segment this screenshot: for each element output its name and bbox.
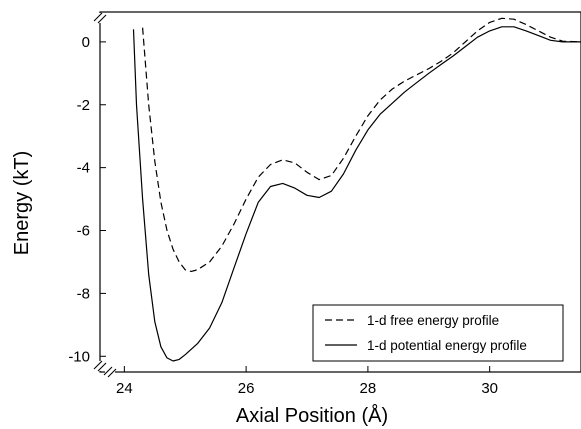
y-tick-label: -4 bbox=[77, 160, 90, 177]
axis-break-gap bbox=[105, 367, 115, 377]
legend: 1-d free energy profile 1-d potential en… bbox=[312, 304, 564, 362]
axis-break-mark bbox=[93, 12, 103, 22]
axis-break-mark bbox=[107, 368, 117, 378]
y-tick-label: -2 bbox=[77, 97, 90, 114]
axis-break-gap bbox=[95, 361, 105, 371]
x-tick-label: 24 bbox=[116, 380, 133, 397]
axis-break-mark bbox=[103, 366, 113, 376]
axis-break-mark bbox=[93, 360, 103, 370]
axis-break-gap bbox=[95, 13, 105, 23]
x-tick-label: 26 bbox=[238, 380, 255, 397]
y-tick-label: -10 bbox=[68, 348, 90, 365]
plot-area-border bbox=[99, 11, 581, 373]
x-tick-label: 28 bbox=[360, 380, 377, 397]
legend-label-potential-energy: 1-d potential energy profile bbox=[367, 338, 527, 353]
potential-energy-line bbox=[132, 26, 581, 362]
y-tick-label: 0 bbox=[82, 34, 90, 51]
plot-frame bbox=[99, 11, 581, 373]
x-axis-label: Axial Position (Å) bbox=[236, 404, 388, 427]
axis-break-mark bbox=[97, 14, 107, 24]
axis-breaks bbox=[93, 12, 117, 378]
ticks-layer: 24 26 28 30 0 -2 -4 -6 -8 -10 bbox=[68, 34, 498, 397]
axis-break-mark bbox=[97, 362, 107, 372]
y-tick-label: -8 bbox=[77, 285, 90, 302]
y-axis-label: Energy (kT) bbox=[11, 151, 33, 255]
legend-label-free-energy: 1-d free energy profile bbox=[367, 313, 499, 328]
x-tick-label: 30 bbox=[481, 380, 498, 397]
series-layer bbox=[132, 17, 581, 362]
legend-box bbox=[312, 304, 564, 362]
y-tick-label: -6 bbox=[77, 223, 90, 240]
free-energy-line bbox=[142, 17, 581, 272]
